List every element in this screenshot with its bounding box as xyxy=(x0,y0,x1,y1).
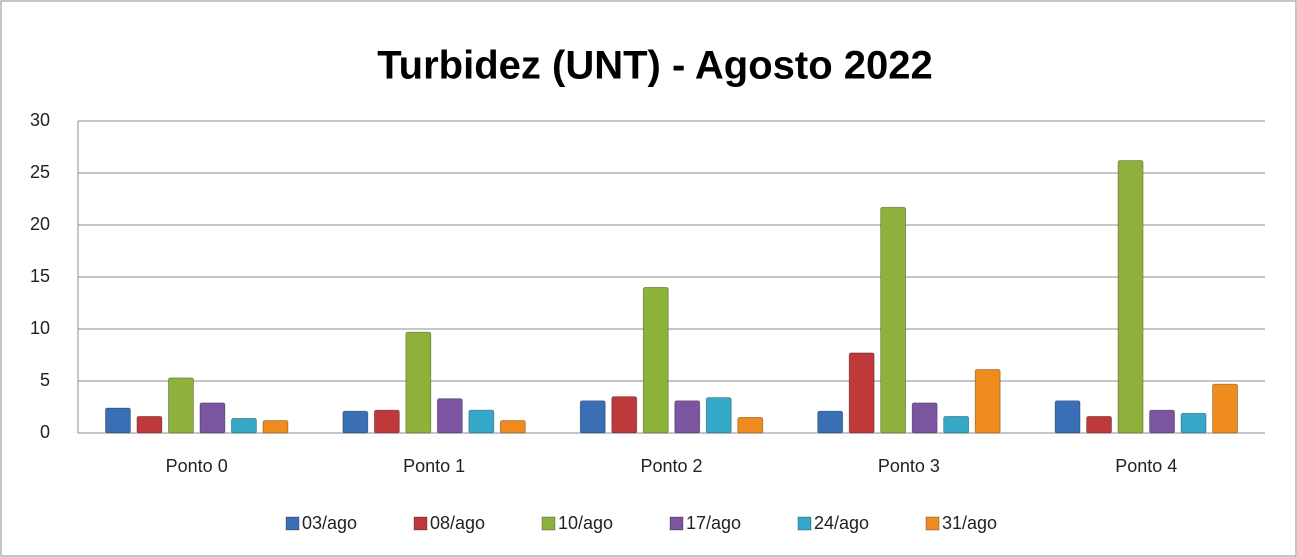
legend-swatch xyxy=(925,516,940,531)
legend-label: 08/ago xyxy=(430,513,485,533)
bar xyxy=(611,396,638,434)
legend-label: 31/ago xyxy=(942,513,997,533)
bar xyxy=(674,400,701,434)
legend-label: 24/ago xyxy=(814,513,869,533)
legend-swatch xyxy=(669,516,684,531)
bar xyxy=(579,400,606,434)
bar xyxy=(1180,412,1207,434)
bar xyxy=(642,286,669,434)
bar xyxy=(1117,160,1144,434)
y-tick-label: 25 xyxy=(30,162,50,182)
bar xyxy=(974,369,1001,434)
bar xyxy=(405,331,432,434)
bar xyxy=(105,407,131,434)
bar xyxy=(373,409,400,434)
y-tick-label: 5 xyxy=(40,370,50,390)
bar xyxy=(1054,400,1081,434)
bar xyxy=(1212,383,1238,434)
x-tick-label: Ponto 4 xyxy=(1115,456,1177,476)
bar xyxy=(468,409,495,434)
y-tick-label: 20 xyxy=(30,214,50,234)
legend-swatch xyxy=(541,516,556,531)
bar xyxy=(342,410,369,434)
legend-swatch xyxy=(413,516,428,531)
bar xyxy=(231,418,257,434)
bar xyxy=(499,420,526,434)
x-tick-label: Ponto 1 xyxy=(403,456,465,476)
x-tick-label: Ponto 0 xyxy=(166,456,228,476)
y-tick-label: 10 xyxy=(30,318,50,338)
x-tick-label: Ponto 3 xyxy=(878,456,940,476)
bar xyxy=(848,352,875,434)
bar xyxy=(911,402,938,434)
bar xyxy=(705,397,732,434)
y-tick-label: 15 xyxy=(30,266,50,286)
bar xyxy=(168,377,194,434)
y-tick-label: 0 xyxy=(40,422,50,442)
bar xyxy=(436,398,463,434)
bar xyxy=(943,415,970,434)
chart-title: Turbidez (UNT) - Agosto 2022 xyxy=(377,44,933,88)
bar xyxy=(199,402,226,434)
bar xyxy=(737,416,764,434)
bar xyxy=(136,415,163,434)
bar xyxy=(817,410,844,434)
bar xyxy=(880,206,907,434)
legend-swatch xyxy=(285,516,300,531)
bar xyxy=(262,420,289,434)
legend-label: 17/ago xyxy=(686,513,741,533)
legend-label: 03/ago xyxy=(302,513,357,533)
bar xyxy=(1149,409,1175,434)
y-tick-label: 30 xyxy=(30,110,50,130)
bar xyxy=(1086,415,1112,434)
legend-label: 10/ago xyxy=(558,513,613,533)
x-tick-label: Ponto 2 xyxy=(640,456,702,476)
legend-swatch xyxy=(797,516,812,531)
